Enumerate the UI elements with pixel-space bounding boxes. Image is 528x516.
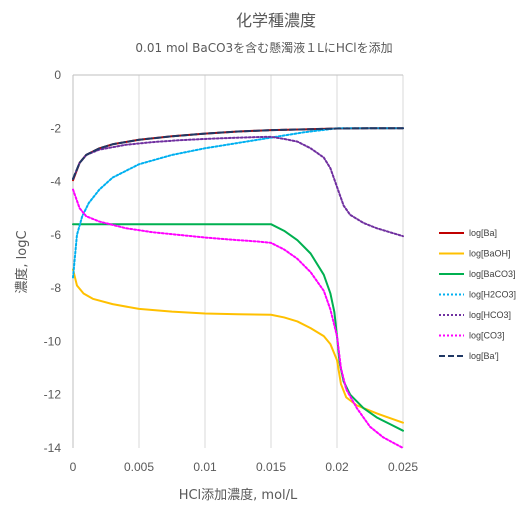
x-tick-label: 0.01 [193,460,217,474]
y-tick-label: -12 [44,388,62,402]
x-tick-label: 0.005 [124,460,154,474]
legend-label: log[Ba'] [469,351,499,361]
series-line [72,223,404,432]
legend-label: log[CO3] [469,331,505,341]
x-tick-label: 0 [70,460,77,474]
y-tick-label: -4 [50,175,61,189]
y-tick-label: -14 [44,441,62,455]
series-line [72,188,404,449]
legend-label: log[H2CO3] [469,290,516,300]
series-line [72,127,404,180]
x-tick-label: 0.02 [325,460,349,474]
x-tick-label: 0.015 [256,460,286,474]
y-tick-label: -2 [50,121,61,135]
x-tick-label: 0.025 [388,460,418,474]
y-tick-labels: 0 -2 -4 -6 -8 -10 -12 -14 [44,68,62,455]
chart-title: 化学種濃度 [236,11,316,30]
legend-label: log[HCO3] [469,310,511,320]
y-tick-label: -10 [44,334,62,348]
chart-subtitle: 0.01 mol BaCO3を含む懸濁液１LにHClを添加 [135,40,392,55]
y-axis-title: 濃度, logC [14,230,30,293]
legend-label: log[BaCO3] [469,269,516,279]
y-tick-label: -6 [50,228,61,242]
series-line [72,268,404,424]
series-line [72,127,404,279]
series-lines [72,127,404,449]
axes [72,74,403,448]
legend: log[Ba] log[BaOH] log[BaCO3] log[H2CO3] log[… [439,228,516,361]
y-tick-label: -8 [50,281,61,295]
y-tick-label: 0 [54,68,61,82]
x-axis-title: HCl添加濃度, mol/L [179,487,298,503]
series-line [72,135,404,238]
legend-label: log[BaOH] [469,249,511,259]
legend-label: log[Ba] [469,228,497,238]
x-tick-labels: 0 0.005 0.01 0.015 0.02 0.025 [70,460,419,474]
